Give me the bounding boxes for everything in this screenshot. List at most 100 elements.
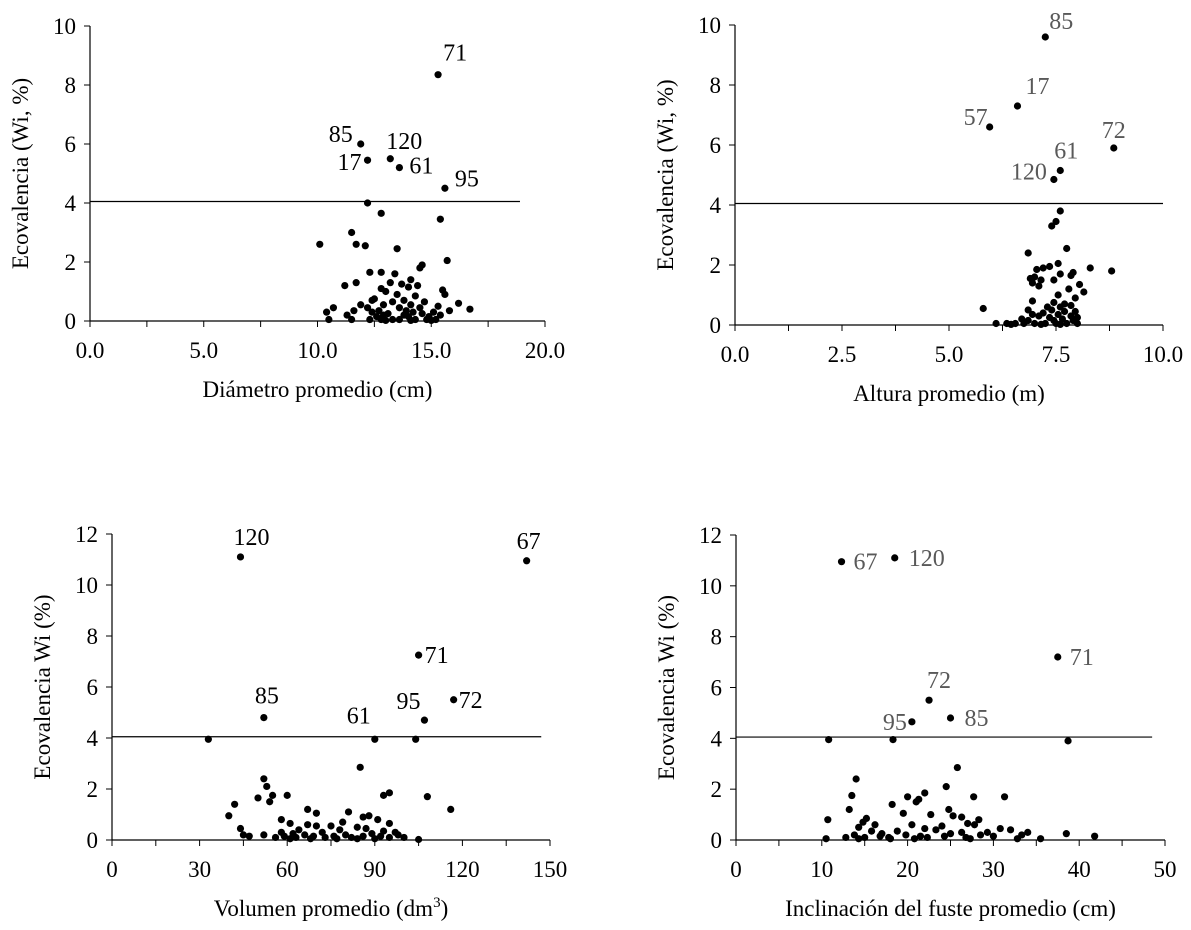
data-point [254,794,262,802]
data-point [416,304,424,312]
data-point [940,832,949,840]
y-tick-label: 4 [65,191,77,216]
outlier-point [386,155,394,163]
data-point [412,735,420,743]
y-tick-label: 8 [65,73,77,98]
data-point [921,789,929,797]
data-point [912,798,920,806]
point-label: 61 [347,703,371,729]
data-point [295,826,303,834]
data-point [368,308,376,316]
data-point [1048,222,1056,230]
data-point [429,308,438,316]
point-label: 120 [909,546,945,572]
data-point [867,827,876,835]
x-tick-label: 20.0 [525,338,565,363]
data-point [1108,267,1116,275]
data-point [347,833,356,842]
data-point [304,805,312,814]
outlier-point [441,184,449,192]
data-point [1006,826,1015,834]
data-point [393,245,401,253]
data-point [420,298,429,306]
data-point [352,240,360,248]
data-point [443,256,451,265]
x-tick-label: 50 [1154,857,1177,882]
outlier-point [523,557,531,565]
point-label: 71 [425,643,449,669]
data-point [359,832,367,840]
data-point [970,793,978,801]
outlier-point [946,714,955,722]
point-label: 95 [883,710,907,736]
y-tick-label: 6 [711,676,723,701]
point-label: 72 [1102,118,1126,144]
point-label: 17 [1025,74,1049,100]
y-tick-label: 8 [711,625,723,650]
y-tick-label: 12 [699,523,722,548]
data-point [363,304,372,312]
data-point [949,812,957,820]
data-point [1080,288,1088,296]
data-point [1056,320,1064,328]
data-point [423,793,431,801]
y-tick-label: 0 [711,828,723,853]
point-label: 61 [1054,139,1078,165]
data-point [321,833,329,842]
data-point [292,833,300,842]
data-point [409,308,417,316]
data-point [416,264,424,272]
x-tick-label: 60 [276,857,299,882]
data-point [271,833,280,842]
data-point [374,816,382,824]
data-point [445,307,454,315]
data-point [382,287,390,296]
point-label: 85 [965,706,989,732]
data-point [436,215,444,223]
data-point [1039,264,1047,272]
data-point [1024,249,1032,257]
outlier-point [420,716,429,724]
data-point [1054,291,1062,299]
chart-panel-diametro: 0 2 4 6 8 10 0.0 5.0 10.0 15.0 20.0 71 85 120 17 61 95 Di… [8,14,565,402]
x-tick-label: 90 [363,857,386,882]
point-label: 61 [409,154,433,180]
data-point [1062,830,1070,838]
data-point [989,832,998,840]
data-point [312,822,320,830]
outlier-point [260,714,268,722]
x-axis-label: Volumen promedio (dm3) [214,895,449,921]
x-tick-label: 7.5 [1042,342,1071,367]
data-point [312,809,320,817]
data-point [377,832,385,840]
outlier-point [891,554,899,562]
outlier-point [986,123,994,131]
data-point [992,319,1000,328]
data-point [1037,320,1045,328]
data-point [316,240,324,248]
outlier-point [1110,144,1118,152]
data-point [1050,276,1058,284]
data-point [385,833,393,842]
y-tick-label: 10 [53,14,76,39]
data-point [852,775,860,783]
data-point [979,304,987,313]
data-point [1063,319,1071,328]
data-point [1037,276,1045,284]
x-tick-label: 2.5 [828,342,857,367]
data-point [964,819,972,828]
data-point [976,831,985,839]
y-tick-label: 6 [65,132,77,157]
y-tick-label: 6 [87,675,99,700]
data-point [908,821,916,829]
data-point [434,302,442,310]
y-tick-label: 10 [699,574,722,599]
data-point [361,242,369,250]
data-point [886,835,895,843]
data-point [1024,306,1032,314]
outlier-point [1056,166,1064,175]
data-point [366,315,374,324]
data-point [1028,310,1037,319]
